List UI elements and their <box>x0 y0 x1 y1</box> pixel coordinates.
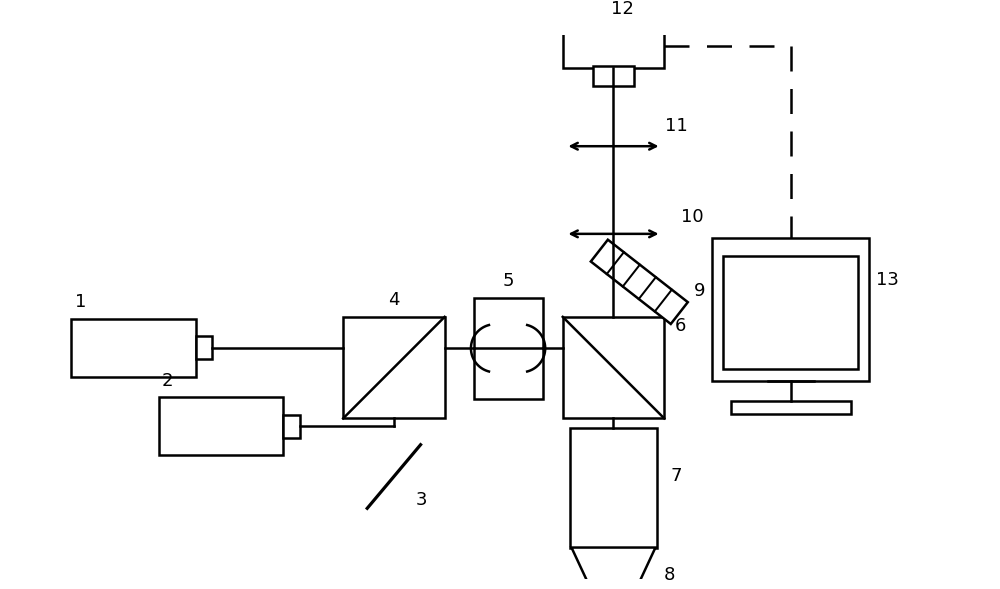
Bar <box>159 397 283 455</box>
Text: 10: 10 <box>681 209 703 226</box>
Text: 13: 13 <box>876 272 899 289</box>
Text: 1: 1 <box>75 293 86 311</box>
Text: 9: 9 <box>694 282 705 300</box>
Bar <box>343 317 445 418</box>
Bar <box>570 428 657 548</box>
Polygon shape <box>591 240 688 324</box>
Polygon shape <box>572 548 655 589</box>
Text: 3: 3 <box>416 491 427 508</box>
Text: 11: 11 <box>665 117 688 135</box>
Bar <box>474 297 543 399</box>
Text: 8: 8 <box>664 566 675 584</box>
Text: 4: 4 <box>388 292 400 309</box>
Bar <box>196 336 212 359</box>
Text: 5: 5 <box>503 272 515 290</box>
Bar <box>563 24 664 68</box>
Bar <box>563 317 664 418</box>
Bar <box>593 66 634 86</box>
Text: 12: 12 <box>611 0 634 18</box>
Bar <box>723 256 858 369</box>
Bar <box>283 415 300 438</box>
Text: 6: 6 <box>675 317 687 335</box>
Bar <box>712 237 869 380</box>
Bar <box>71 319 196 377</box>
Bar <box>731 401 851 413</box>
Text: 7: 7 <box>670 466 682 485</box>
Text: 2: 2 <box>162 372 174 389</box>
